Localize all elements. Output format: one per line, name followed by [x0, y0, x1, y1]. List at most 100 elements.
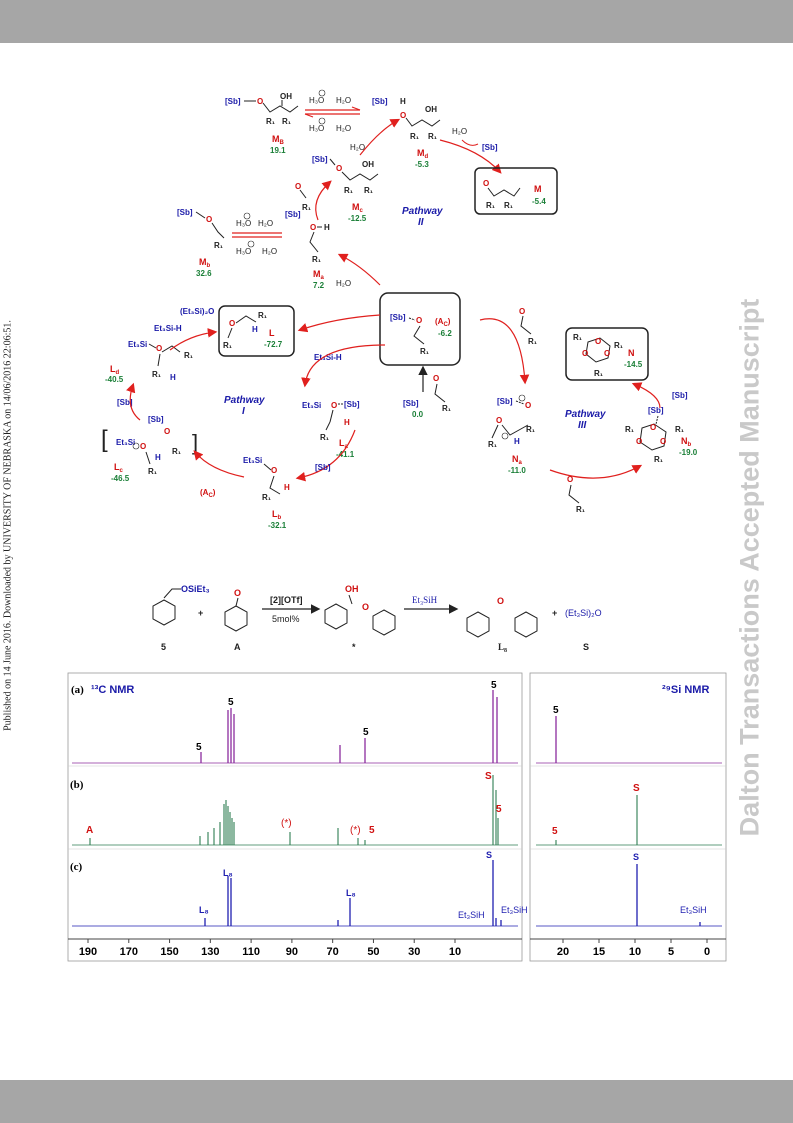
svg-text:OH: OH: [425, 105, 437, 114]
svg-text:R₁: R₁: [504, 201, 514, 210]
species-mc: [Sb] O OH O R₁ R₁ R₁ Mc -12.5: [295, 155, 379, 223]
svg-text:O: O: [519, 307, 525, 316]
svg-text:H: H: [324, 223, 330, 232]
svg-text:H: H: [170, 373, 176, 382]
pathway-i-label: Pathway: [224, 395, 265, 406]
svg-text:A: A: [86, 825, 93, 836]
svg-text:O: O: [525, 401, 531, 410]
product-id: L8: [498, 642, 507, 654]
svg-text:[Sb]: [Sb]: [148, 415, 164, 424]
svg-text:O: O: [604, 349, 610, 358]
svg-text:O: O: [336, 164, 342, 173]
svg-text:-11.0: -11.0: [508, 466, 526, 475]
svg-text:Mb: Mb: [199, 257, 211, 269]
intermediate-id: *: [352, 642, 356, 652]
svg-text:R₁: R₁: [184, 351, 194, 360]
pathway-iii-numeral: III: [578, 420, 587, 431]
svg-text:R₁: R₁: [528, 337, 538, 346]
si29-tick-label: 10: [629, 946, 641, 958]
svg-text:-40.5: -40.5: [105, 375, 124, 384]
row-c-peaks: [204, 860, 701, 926]
svg-text:O: O: [331, 401, 337, 410]
svg-text:MB: MB: [272, 134, 285, 146]
svg-text:H: H: [344, 418, 350, 427]
svg-text:[Sb]: [Sb]: [312, 155, 328, 164]
svg-text:R₁: R₁: [625, 425, 635, 434]
svg-text:S: S: [633, 852, 639, 862]
svg-text:OH: OH: [280, 92, 292, 101]
svg-text:L: L: [269, 328, 275, 338]
svg-text:Md: Md: [417, 148, 429, 160]
c13-tick-label: 50: [367, 946, 379, 958]
c13-tick-label: 70: [327, 946, 339, 958]
svg-text:O: O: [156, 344, 162, 353]
svg-text:(*): (*): [350, 825, 361, 836]
equilibrium-bottom: H₃O H₂O H₃O H₂O: [232, 212, 282, 256]
svg-text:O: O: [497, 596, 504, 606]
row-a-peaks: [200, 690, 557, 763]
svg-text:[Sb]: [Sb]: [497, 397, 513, 406]
species-lb: Et₃Si O H R₁ Lb -32.1: [243, 456, 290, 530]
si29-title: ²⁹Si NMR: [662, 684, 709, 696]
svg-text:Ld: Ld: [110, 364, 120, 376]
reactant1-id: 5: [161, 642, 166, 652]
svg-text:-72.7: -72.7: [264, 340, 283, 349]
c13-tick-label: 150: [160, 946, 178, 958]
svg-text:Et₃SiH: Et₃SiH: [680, 905, 707, 915]
svg-text:O: O: [206, 215, 212, 224]
c13-tick-label: 10: [449, 946, 461, 958]
svg-text:O: O: [582, 349, 588, 358]
c13-axis-ticks: 190 170 150 130 110 90 70 50 30 10: [79, 939, 461, 958]
svg-text:]: ]: [192, 430, 198, 455]
svg-text:La: La: [339, 438, 349, 450]
svg-text:5: 5: [553, 705, 559, 716]
header-bar: [0, 0, 793, 43]
svg-text:-32.1: -32.1: [268, 521, 287, 530]
svg-text:-5.3: -5.3: [415, 160, 429, 169]
h2o-md: H₂O: [452, 127, 467, 136]
svg-text:M: M: [534, 184, 542, 194]
svg-text:O: O: [496, 416, 502, 425]
c13-tick-label: 110: [242, 946, 260, 958]
species-md: [Sb] H O OH R₁ R₁ Md -5.3: [372, 97, 441, 169]
svg-text:H₂O: H₂O: [262, 247, 277, 256]
sb-ld: [Sb]: [117, 398, 133, 407]
svg-text:5: 5: [491, 680, 497, 691]
svg-text:R₁: R₁: [428, 132, 438, 141]
byproduct-label: (Et₃Si)₂O: [565, 608, 602, 618]
species-na: [Sb] O O H R₁ R₁ Na -11.0: [488, 394, 536, 475]
c13-tick-label: 170: [120, 946, 138, 958]
species-ma: [Sb] O H R₁ Ma 7.2: [285, 210, 330, 290]
species-lc: [ ] [Sb] Et₃Si O O H R₁ R₁ Lc -46.5: [101, 415, 198, 483]
svg-text:O: O: [164, 427, 170, 436]
svg-text:O: O: [229, 319, 235, 328]
svg-text:O: O: [310, 223, 316, 232]
species-l-box: O H R₁ R₁ L -72.7: [218, 305, 295, 357]
c13-tick-label: 130: [201, 946, 219, 958]
svg-text:Na: Na: [512, 454, 523, 466]
svg-text:R₁: R₁: [223, 341, 233, 350]
row-b-labels: A (*) (*) 5 S 5 5 S: [86, 771, 640, 837]
row-c-labels: L₈ L₈ L₈ Et₃SiH S Et₃SiH S Et₃SiH: [199, 850, 707, 920]
row-a-tag: (a): [71, 684, 84, 696]
svg-text:O: O: [650, 423, 656, 432]
svg-text:-41.1: -41.1: [336, 450, 355, 459]
svg-text:0.0: 0.0: [412, 410, 424, 419]
svg-text:R₁: R₁: [654, 455, 664, 464]
svg-text:[Sb]: [Sb]: [225, 97, 241, 106]
svg-text:-12.5: -12.5: [348, 214, 367, 223]
svg-text:(*): (*): [281, 818, 292, 829]
svg-text:[Sb]: [Sb]: [285, 210, 301, 219]
species-mb-top: [Sb] O OH R₁ R₁ MB 19.1: [225, 92, 299, 155]
svg-text:H₂O: H₂O: [336, 96, 351, 105]
svg-text:R₁: R₁: [282, 117, 292, 126]
svg-text:O: O: [595, 337, 601, 346]
svg-text:L₈: L₈: [346, 888, 356, 898]
row-b-peaks: [89, 775, 638, 845]
svg-text:R₁: R₁: [258, 311, 268, 320]
c13-tick-label: 90: [286, 946, 298, 958]
svg-text:Et₃Si: Et₃Si: [243, 456, 262, 465]
sb-nb: [Sb]: [672, 391, 688, 400]
svg-text:R₁: R₁: [214, 241, 224, 250]
svg-text:O: O: [416, 316, 422, 325]
